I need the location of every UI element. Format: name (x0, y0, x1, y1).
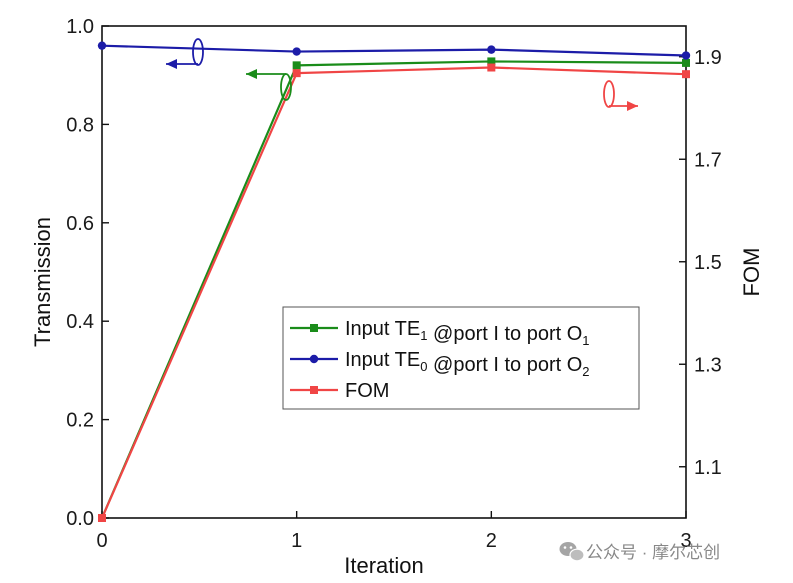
series-1-point (681, 51, 691, 60)
axis-ticks: 0 1 2 3 0.0 0.2 0.4 0.6 0.8 1.0 1.1 1.3 1.5 1.7 1.9 (66, 16, 722, 552)
y-right-tick-label: 1.1 (694, 457, 722, 479)
y-left-tick-label: 0.4 (66, 311, 94, 333)
y-left-tick-label: 0.2 (66, 410, 94, 432)
y-axis-right-title: FOM (739, 248, 764, 297)
x-tick-label: 2 (486, 530, 497, 552)
red-axis-indicator (603, 80, 638, 111)
legend-label: Input TE0 @port I to port O2 (345, 349, 590, 379)
series-1-point (292, 47, 301, 56)
red-axis-indicator-ellipse (603, 80, 615, 108)
series-1-point (487, 45, 496, 54)
plot-area-border (101, 25, 687, 519)
series-0-point (682, 58, 690, 67)
series-2-line (100, 66, 687, 519)
x-tick-label: 3 (680, 530, 691, 552)
series-2-point (292, 69, 301, 78)
legend-swatch-marker (310, 386, 318, 394)
plot-frame (101, 25, 687, 519)
y-left-tick-label: 0.0 (66, 508, 94, 530)
y-left-tick-label: 1.0 (66, 16, 94, 38)
series-0-point (292, 61, 301, 70)
x-axis-title: Iteration (344, 553, 424, 578)
y-right-tick-label: 1.3 (694, 354, 722, 376)
blue-axis-indicator (166, 38, 204, 69)
legend-label: Input TE1 @port I to port O1 (345, 318, 590, 348)
legend-swatch-marker (310, 324, 318, 332)
wechat-icon (559, 542, 585, 562)
watermark-text: 公众号 · 摩尔芯创 (586, 543, 720, 562)
series-1-line (101, 44, 687, 57)
series-2-point (98, 514, 106, 522)
green-axis-indicator (246, 69, 292, 101)
series-0 (98, 57, 690, 522)
legend-swatch-marker (309, 354, 319, 364)
y-axis-left-title: Transmission (30, 217, 55, 347)
y-left-tick-label: 0.6 (66, 213, 94, 235)
blue-axis-indicator-ellipse (192, 38, 204, 66)
series-0-line (100, 60, 687, 519)
x-tick-label: 1 (291, 530, 302, 552)
series-2-point (682, 70, 690, 79)
legend-entry-1: Input TE0 @port I to port O2 (290, 349, 590, 379)
watermark: 公众号 · 摩尔芯创 (559, 542, 720, 562)
series-1-point (97, 41, 107, 50)
series-1 (97, 41, 691, 60)
legend-box (282, 306, 640, 410)
axis-indicator-annotations (166, 38, 638, 111)
y-left-tick-label: 0.8 (66, 114, 94, 136)
y-right-tick-label: 1.7 (694, 149, 722, 171)
y-right-tick-label: 1.5 (694, 252, 722, 274)
legend-entry-2: FOM (290, 380, 389, 402)
series-0-point (487, 57, 496, 66)
series-2-point (487, 63, 496, 72)
y-right-tick-label: 1.9 (694, 47, 722, 69)
series-2 (98, 63, 690, 522)
x-tick-label: 0 (96, 530, 107, 552)
series-layer (97, 41, 691, 522)
legend-label: FOM (345, 380, 389, 402)
legend-entry-0: Input TE1 @port I to port O1 (290, 318, 590, 348)
